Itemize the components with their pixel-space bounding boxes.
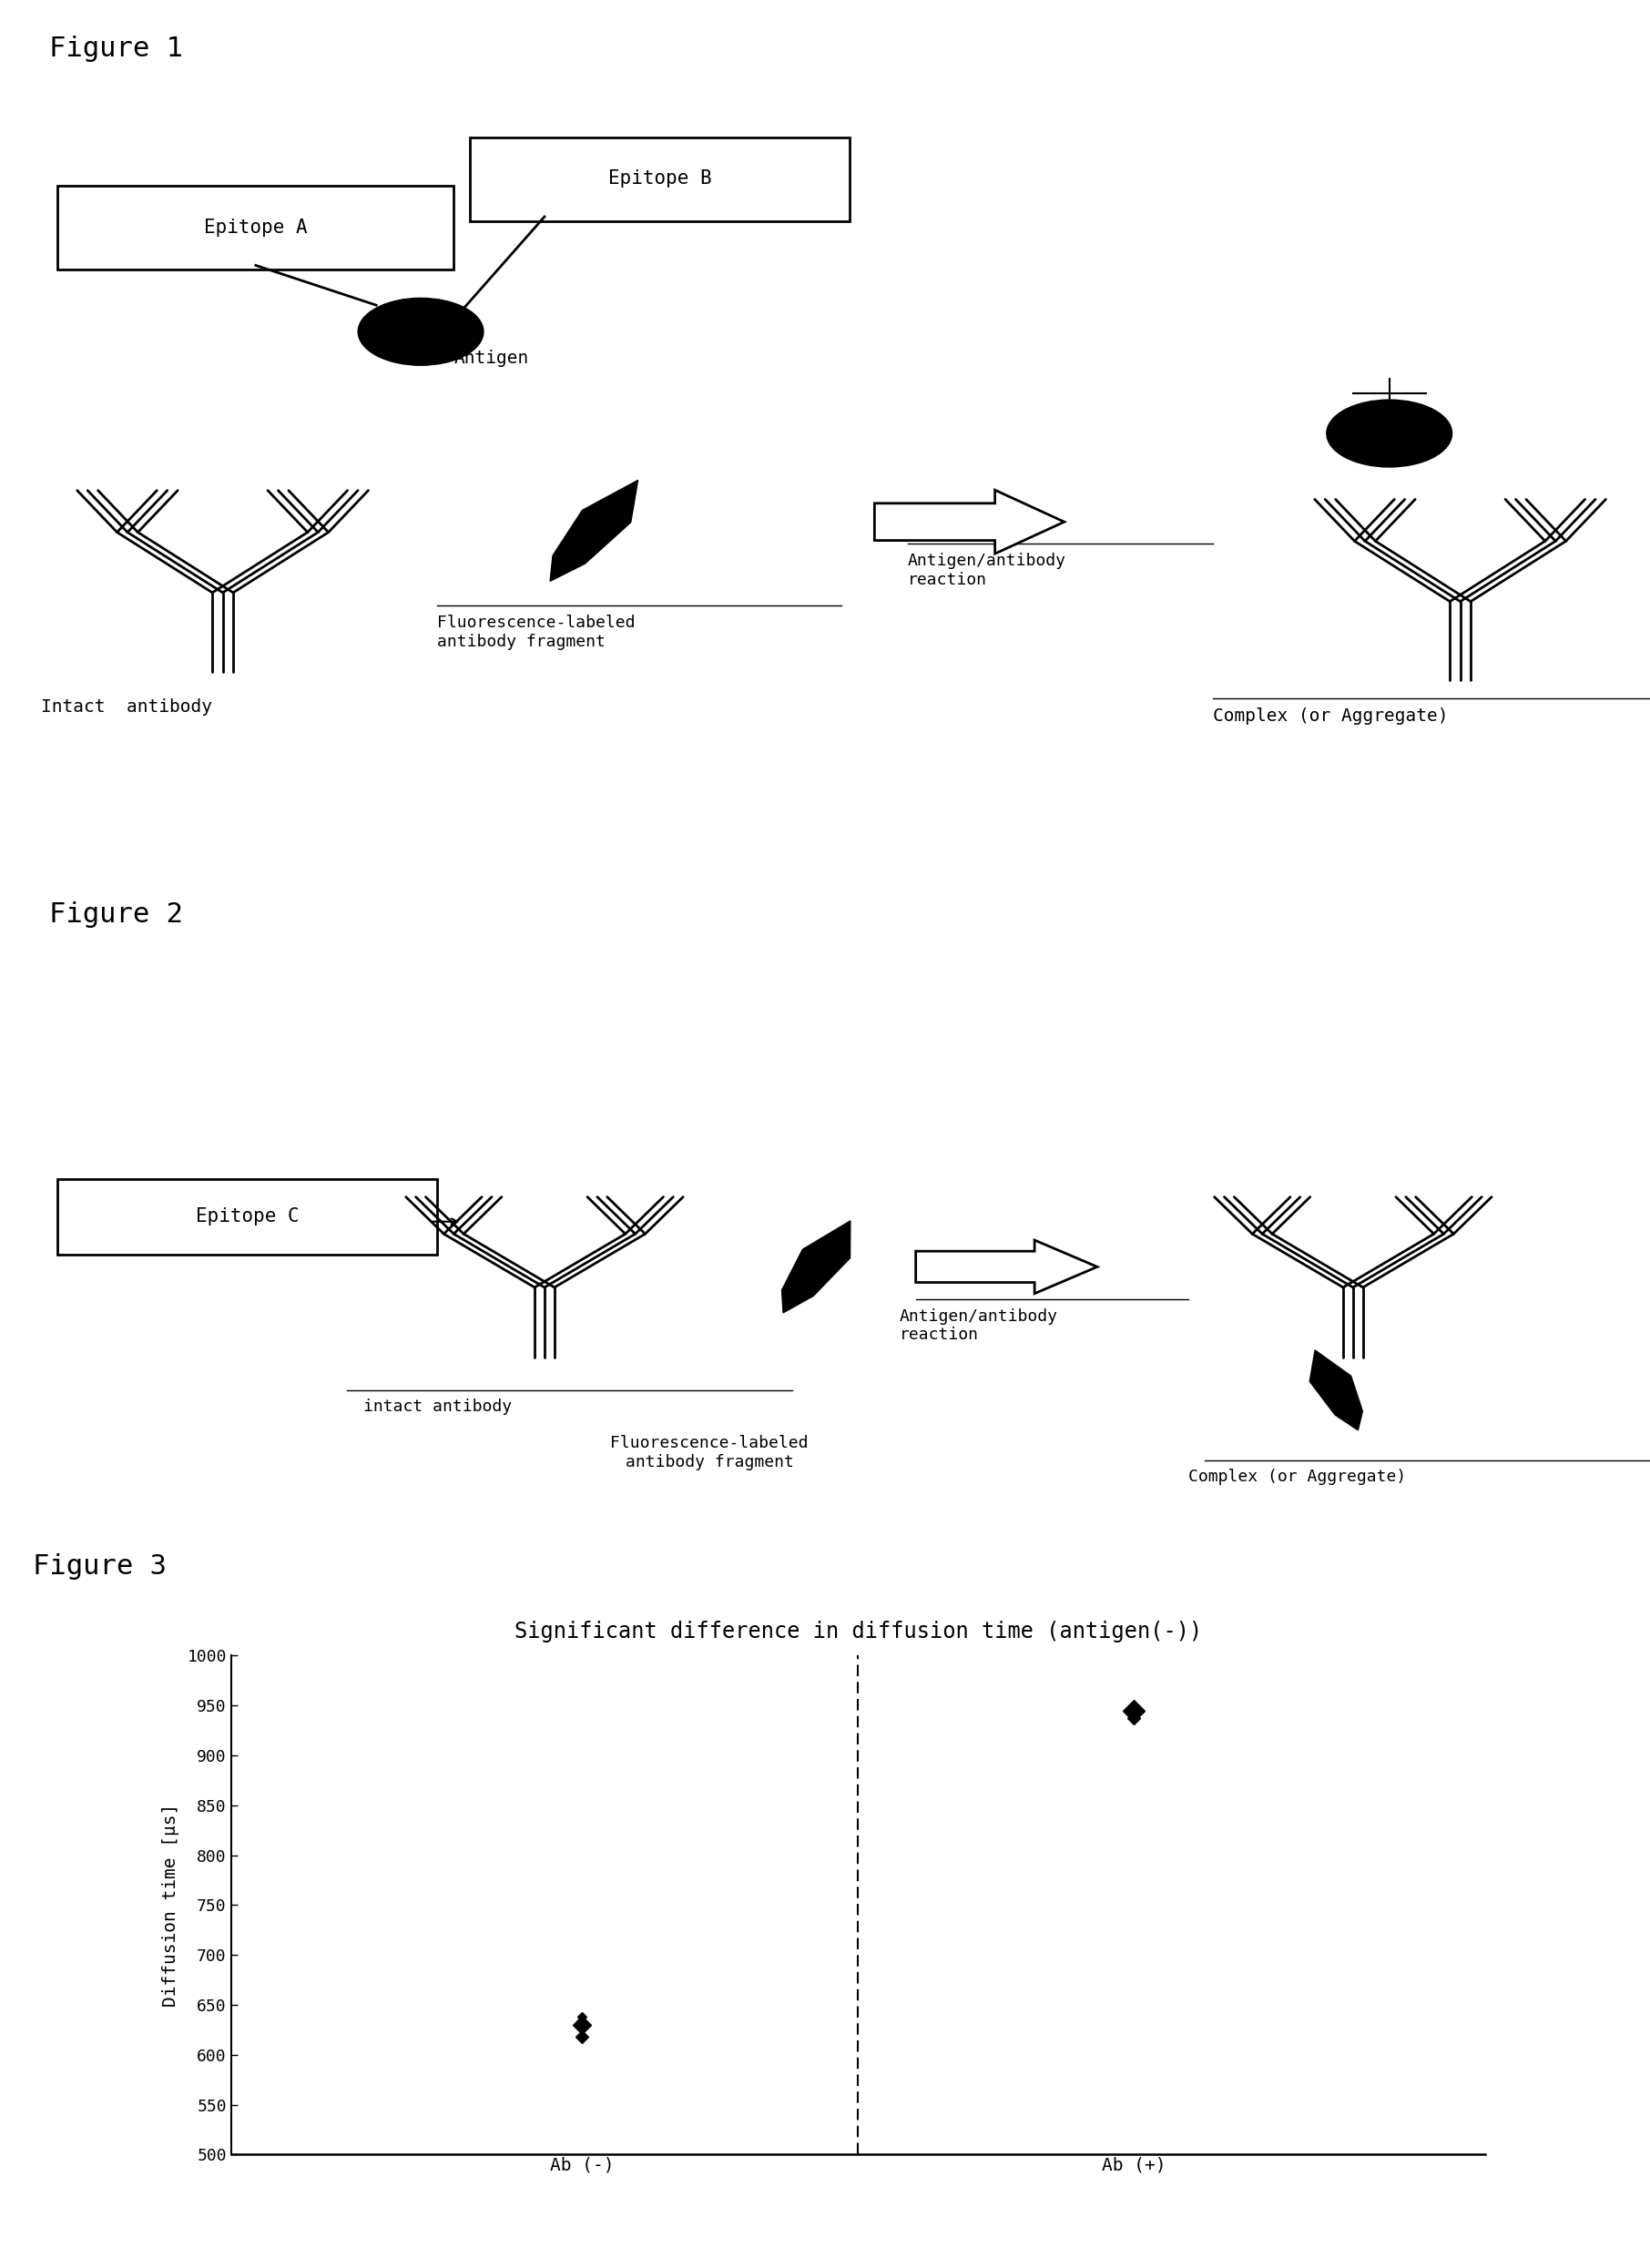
Polygon shape — [1310, 1349, 1363, 1431]
FancyArrow shape — [916, 1241, 1097, 1293]
FancyBboxPatch shape — [470, 136, 850, 220]
Polygon shape — [549, 481, 639, 581]
Title: Significant difference in diffusion time (antigen(-)): Significant difference in diffusion time… — [515, 1622, 1201, 1642]
Text: Antigen: Antigen — [454, 349, 528, 367]
Text: Antigen/antibody
reaction: Antigen/antibody reaction — [908, 553, 1066, 587]
Text: Intact  antibody: Intact antibody — [41, 699, 213, 717]
Text: Fluorescence-labeled
antibody fragment: Fluorescence-labeled antibody fragment — [610, 1436, 808, 1470]
Text: Epitope B: Epitope B — [609, 170, 711, 188]
Text: Figure 1: Figure 1 — [50, 36, 183, 61]
Y-axis label: Diffusion time [μs]: Diffusion time [μs] — [162, 1803, 180, 2007]
Text: Epitope C: Epitope C — [196, 1207, 299, 1225]
Text: Complex (or Aggregate): Complex (or Aggregate) — [1188, 1467, 1406, 1486]
Text: intact antibody: intact antibody — [363, 1399, 512, 1415]
FancyBboxPatch shape — [58, 186, 454, 270]
Text: Complex (or Aggregate): Complex (or Aggregate) — [1213, 708, 1449, 726]
Text: Figure 3: Figure 3 — [33, 1554, 167, 1579]
Text: Epitope A: Epitope A — [205, 218, 307, 236]
Text: Ab (-): Ab (-) — [549, 2157, 614, 2175]
FancyBboxPatch shape — [58, 1179, 437, 1254]
Circle shape — [1327, 399, 1452, 467]
Text: Figure 2: Figure 2 — [50, 900, 183, 928]
Text: Antigen/antibody
reaction: Antigen/antibody reaction — [899, 1309, 1058, 1343]
Text: Ab (+): Ab (+) — [1102, 2157, 1167, 2175]
Circle shape — [358, 297, 483, 365]
Text: Fluorescence-labeled
antibody fragment: Fluorescence-labeled antibody fragment — [437, 615, 635, 651]
Polygon shape — [782, 1220, 850, 1313]
FancyArrow shape — [874, 490, 1064, 553]
